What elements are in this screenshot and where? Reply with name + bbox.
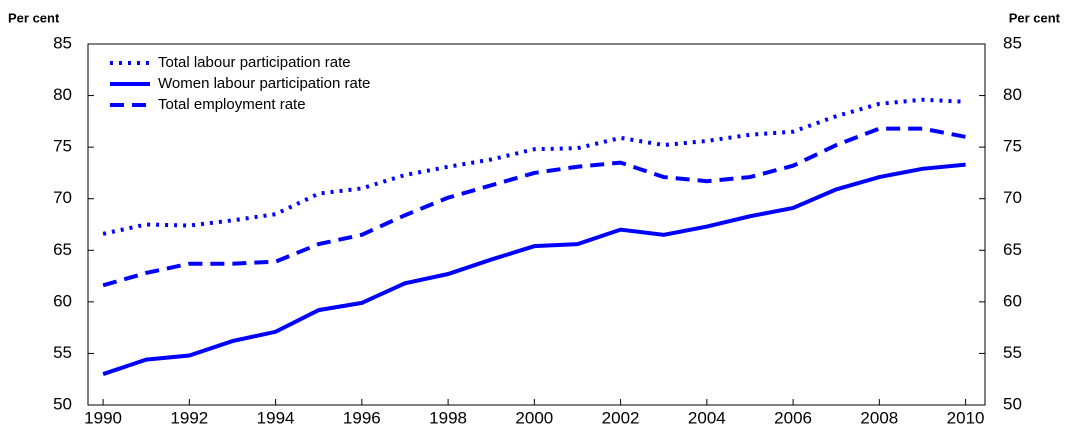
legend-label: Women labour participation rate (158, 75, 370, 92)
x-tick-label: 1990 (84, 408, 122, 427)
y2-tick-label: 50 (1003, 394, 1022, 413)
x-tick-label: 2000 (515, 408, 553, 427)
y2-axis-label: Per cent (1009, 10, 1061, 25)
x-tick-label: 1998 (429, 408, 467, 427)
y-tick-label: 50 (53, 394, 72, 413)
y-tick-label: 80 (53, 85, 72, 104)
series-line (102, 126, 966, 288)
x-tick-label: 1994 (257, 408, 295, 427)
x-tick-label: 1996 (343, 408, 381, 427)
x-tick-label: 2008 (860, 408, 898, 427)
y-axis-label: Per cent (8, 10, 60, 25)
legend-label: Total employment rate (158, 96, 306, 113)
y-tick-label: 75 (53, 137, 72, 156)
plot-frame (87, 43, 986, 406)
y2-tick-label: 60 (1003, 291, 1022, 310)
x-tick-label: 2010 (947, 408, 985, 427)
y-tick-label: 60 (53, 291, 72, 310)
y-tick-label: 70 (53, 188, 72, 207)
y2-tick-label: 55 (1003, 343, 1022, 362)
x-tick-label: 2002 (602, 408, 640, 427)
y2-tick-label: 70 (1003, 188, 1022, 207)
y-tick-label: 55 (53, 343, 72, 362)
legend-label: Total labour participation rate (158, 54, 351, 71)
y2-tick-label: 80 (1003, 85, 1022, 104)
y-tick-label: 85 (53, 33, 72, 52)
y-tick-label: 65 (53, 240, 72, 259)
y2-tick-label: 85 (1003, 33, 1022, 52)
series-line (102, 162, 966, 376)
y2-tick-label: 65 (1003, 240, 1022, 259)
x-tick-label: 2004 (688, 408, 726, 427)
x-tick-label: 1992 (170, 408, 208, 427)
y2-tick-label: 75 (1003, 137, 1022, 156)
x-tick-label: 2006 (774, 408, 812, 427)
series-line (102, 97, 966, 236)
